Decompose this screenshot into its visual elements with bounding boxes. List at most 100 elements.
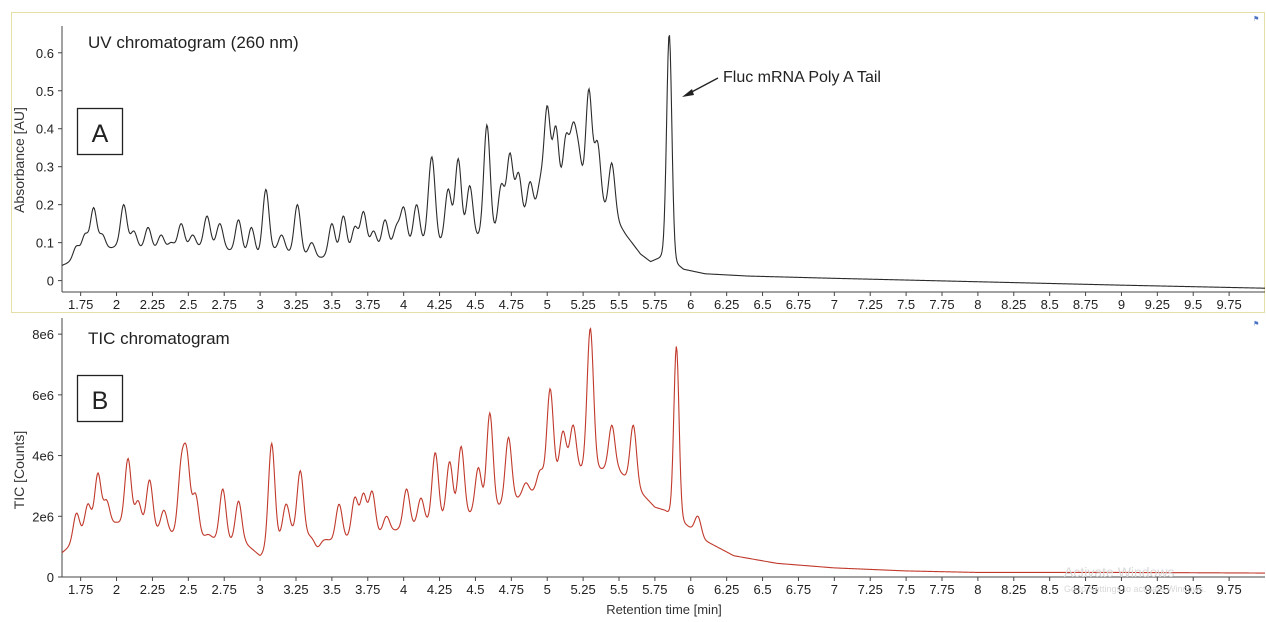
- uv-peak-apex: [572, 136, 573, 137]
- uv-x-tick-label: 4: [400, 297, 407, 312]
- tic-chromatogram-panel: 1.75 2 2.25 2.5 2.75 3 3.25 3.5 3.75 4 4.25 4.5 4.75…: [32, 318, 1265, 597]
- watermark-subtitle: Go to Settings to activate Windows.: [1064, 584, 1206, 594]
- panel-a-border: [11, 12, 1265, 313]
- tic-x-tick-label: 5.5: [610, 582, 628, 597]
- tic-peak-apex: [97, 473, 98, 474]
- uv-x-tick-label: 6.25: [714, 297, 739, 312]
- uv-peak-apex: [448, 189, 449, 190]
- tic-peak-apex: [186, 461, 187, 462]
- uv-peak-apex: [354, 227, 355, 228]
- uv-y-tick-label: 0.4: [36, 122, 54, 137]
- uv-peak-apex: [297, 204, 298, 205]
- uv-x-tick-label: 2.5: [179, 297, 197, 312]
- uv-peak-apex: [669, 33, 670, 34]
- uv-x-tick-label: 3.5: [323, 297, 341, 312]
- tic-peak-apex: [611, 425, 612, 426]
- uv-peak-apex: [403, 208, 404, 209]
- uv-x-tick-label: 5.5: [610, 297, 628, 312]
- panel-b-label-box: [76, 374, 124, 423]
- uv-chromatogram-panel: 1.75 2 2.25 2.5 2.75 3 3.25 3.5 3.75 4 4.25 4.5 4.75…: [36, 26, 1266, 312]
- tic-y-tick-label: 6e6: [32, 388, 54, 403]
- tic-peak-apex: [106, 501, 107, 502]
- uv-x-tick-label: 9: [1118, 297, 1125, 312]
- uv-peak-apex: [547, 109, 548, 110]
- tic-x-tick-label: 7.75: [929, 582, 954, 597]
- tic-x-tick-label: 3.25: [283, 582, 308, 597]
- tic-x-tick-label: 5: [544, 582, 551, 597]
- tic-peak-apex: [285, 504, 286, 505]
- tic-peak-apex: [633, 425, 634, 426]
- uv-y-axis-label: Absorbance [AU]: [11, 107, 27, 213]
- tic-x-tick-label: 8.75: [1073, 582, 1098, 597]
- uv-x-tick-label: 4.75: [499, 297, 524, 312]
- uv-peak-apex: [469, 185, 470, 186]
- tic-y-axis-label: TIC [Counts]: [11, 431, 27, 510]
- tic-x-tick-label: 6: [687, 582, 694, 597]
- tic-signal-trace: [61, 327, 1265, 574]
- uv-peak-apex: [343, 215, 344, 216]
- tic-peak-apex: [539, 470, 540, 471]
- uv-x-tick-label: 5: [544, 297, 551, 312]
- tic-peak-apex: [697, 516, 698, 517]
- uv-peak-apex: [93, 208, 94, 209]
- tic-x-tick-label: 2.75: [212, 582, 237, 597]
- uv-x-tick-label: 8.5: [1041, 297, 1059, 312]
- uv-peak-apex: [206, 215, 207, 216]
- uv-x-tick-label: 2.75: [212, 297, 237, 312]
- uv-peak-apex: [84, 234, 85, 235]
- tic-x-tick-label: 8: [974, 582, 981, 597]
- tic-y-tick-label: 4e6: [32, 449, 54, 464]
- uv-x-tick-label: 4.5: [466, 297, 484, 312]
- tic-peak-apex: [137, 501, 138, 502]
- uv-signal-trace: [61, 35, 1266, 289]
- uv-peak-apex: [539, 185, 540, 186]
- uv-y-tick-label: 0.1: [36, 236, 54, 251]
- tic-x-tick-label: 4.5: [466, 582, 484, 597]
- tic-peak-apex: [87, 504, 88, 505]
- tic-peak-apex: [676, 346, 677, 347]
- tic-peak-apex: [460, 446, 461, 447]
- uv-peak-apex: [565, 140, 566, 141]
- uv-peak-apex: [432, 174, 433, 175]
- tic-x-tick-label: 8.25: [1001, 582, 1026, 597]
- uv-y-tick-label: 0.2: [36, 198, 54, 213]
- tic-peak-apex: [127, 458, 128, 459]
- uv-peak-apex: [518, 174, 519, 175]
- uv-peak-apex: [265, 189, 266, 190]
- uv-y-tick-label: 0.5: [36, 84, 54, 99]
- tic-x-tick-label: 1.75: [68, 582, 93, 597]
- uv-x-tick-label: 3.75: [355, 297, 380, 312]
- uv-peak-apex: [588, 90, 589, 91]
- tic-x-tick-label: 5.75: [642, 582, 667, 597]
- uv-peak-apex: [311, 242, 312, 243]
- tic-x-tick-label: 3.75: [355, 582, 380, 597]
- poly-a-annotation: Fluc mRNA Poly A Tail: [723, 69, 881, 86]
- uv-peak-apex: [102, 234, 103, 235]
- uv-peak-apex: [192, 234, 193, 235]
- uv-x-tick-label: 2.25: [140, 297, 165, 312]
- uv-peak-apex: [611, 162, 612, 163]
- uv-peak-apex: [251, 227, 252, 228]
- tic-peak-apex: [208, 534, 209, 535]
- tic-peak-apex: [435, 452, 436, 453]
- tic-peak-apex: [317, 546, 318, 547]
- uv-peak-apex: [181, 223, 182, 224]
- uv-x-tick-label: 1.75: [68, 297, 93, 312]
- uv-x-tick-label: 7.25: [858, 297, 883, 312]
- tic-x-tick-label: 3: [256, 582, 263, 597]
- panel-a-label-box: [76, 107, 124, 156]
- pin-icon[interactable]: ⚑: [1253, 320, 1260, 328]
- panel-a-label: A: [92, 120, 109, 148]
- uv-x-tick-label: 4.25: [427, 297, 452, 312]
- pin-icon[interactable]: ⚑: [1253, 15, 1260, 23]
- tic-peak-apex: [300, 470, 301, 471]
- uv-peak-apex: [396, 227, 397, 228]
- tic-peak-apex: [590, 327, 591, 328]
- uv-peak-apex: [373, 231, 374, 232]
- uv-peak-apex: [171, 242, 172, 243]
- tic-x-tick-label: 7: [831, 582, 838, 597]
- tic-peak-apex: [354, 497, 355, 498]
- tic-x-tick-label: 6.75: [786, 582, 811, 597]
- uv-x-tick-label: 6: [687, 297, 694, 312]
- uv-peak-apex: [331, 223, 332, 224]
